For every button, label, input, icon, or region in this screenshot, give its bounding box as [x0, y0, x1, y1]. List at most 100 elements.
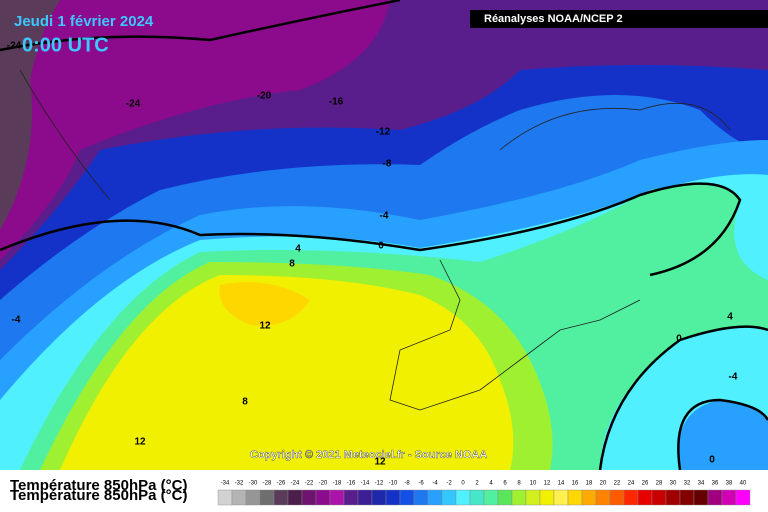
legend-swatch [553, 489, 569, 506]
legend-label: 12 [544, 481, 551, 487]
legend-swatch [651, 489, 667, 506]
source-box [470, 10, 768, 28]
legend-swatch [567, 489, 583, 506]
legend-swatch [441, 489, 457, 506]
field-blue-east [678, 400, 768, 470]
contour-label: -24 [126, 99, 141, 110]
legend-swatch [315, 489, 331, 506]
legend-label: 20 [600, 481, 607, 487]
legend-label: -28 [263, 481, 272, 487]
isotherms [0, 0, 768, 471]
legend-swatch [385, 489, 401, 506]
legend-swatch [329, 489, 345, 506]
legend-swatch [581, 489, 597, 506]
legend-label: 38 [726, 481, 733, 487]
contour-label: 12 [134, 437, 146, 448]
legend-label: -20 [319, 481, 328, 487]
source: Réanalyses NOAA/NCEP 2 [484, 13, 623, 25]
contour-label: 8 [242, 397, 248, 408]
contour-label: 12 [259, 321, 271, 332]
coastline [19, 69, 111, 201]
legend-label: -8 [404, 481, 410, 487]
contour-label: 4 [727, 312, 733, 323]
legend-label: -24 [291, 481, 300, 487]
legend-label: 36 [712, 481, 719, 487]
legend-swatch [483, 489, 499, 506]
legend-label: -26 [277, 481, 286, 487]
contour-label: -12 [376, 127, 391, 138]
legend-swatch [525, 489, 541, 506]
legend-label: -4 [432, 481, 438, 487]
legend-swatch [231, 489, 247, 506]
field-warm [219, 282, 310, 326]
legend-swatch [455, 489, 471, 506]
contour-label: 0 [378, 241, 384, 252]
legend-swatch [427, 489, 443, 506]
legend-label: 0 [461, 481, 465, 487]
legend-swatch [343, 489, 359, 506]
legend-label: 24 [628, 481, 635, 487]
legend-label: 30 [670, 481, 677, 487]
isotherm [598, 325, 768, 471]
legend-label: 18 [586, 481, 593, 487]
isotherm [0, 0, 401, 52]
legend-label: -12 [375, 481, 384, 487]
legend-swatch [679, 489, 695, 506]
time: 0:00 UTC [22, 34, 109, 56]
legend-swatch [539, 489, 555, 506]
legend-label: -34 [221, 481, 230, 487]
legend-label: -10 [389, 481, 398, 487]
legend-label: -30 [249, 481, 258, 487]
legend-label: 6 [503, 481, 507, 487]
isotherm [677, 398, 768, 471]
isotherm [0, 182, 742, 277]
legend-swatch [413, 489, 429, 506]
legend-swatch [623, 489, 639, 506]
copyright: Copyright © 2021 Meteociel.fr - Source N… [250, 449, 487, 461]
legend-label: 34 [698, 481, 705, 487]
legend-title-shadow: Température 850hPa (°C) [10, 487, 187, 504]
legend-swatch [259, 489, 275, 506]
legend-swatch [497, 489, 513, 506]
legend-swatch [735, 489, 751, 506]
contour-label: 0 [676, 334, 682, 345]
contour-label: -16 [329, 97, 344, 108]
legend-swatch [707, 489, 723, 506]
contour-label: 12 [374, 457, 386, 468]
legend-label: 14 [558, 481, 565, 487]
legend-label: 16 [572, 481, 579, 487]
date: Jeudi 1 février 2024 [14, 13, 154, 30]
temperature-field [0, 0, 768, 470]
legend-swatch [301, 489, 317, 506]
legend-label: -32 [235, 481, 244, 487]
legend-swatch [245, 489, 261, 506]
legend-label: -6 [418, 481, 424, 487]
legend-label: 22 [614, 481, 621, 487]
coastline [389, 259, 641, 411]
legend-swatch [287, 489, 303, 506]
contour-label: -4 [729, 372, 738, 383]
contour-label: -4 [380, 211, 389, 222]
legend-label: 32 [684, 481, 691, 487]
legend-swatch [357, 489, 373, 506]
coastlines [19, 69, 731, 411]
legend-swatch [371, 489, 387, 506]
contour-label: -8 [383, 159, 392, 170]
legend-label: -18 [333, 481, 342, 487]
legend-swatch [399, 489, 415, 506]
legend-swatch [721, 489, 737, 506]
contour-label: 8 [289, 259, 295, 270]
contour-label: 4 [295, 244, 301, 255]
legend-title: Température 850hPa (°C) [10, 477, 187, 494]
legend-swatch [217, 489, 233, 506]
legend-label: 8 [517, 481, 521, 487]
legend-swatch [511, 489, 527, 506]
legend-label: 4 [489, 481, 493, 487]
legend-label: -2 [446, 481, 452, 487]
legend-label: 2 [475, 481, 479, 487]
legend-label: 26 [642, 481, 649, 487]
legend-swatch [273, 489, 289, 506]
field-yellow [60, 275, 514, 470]
legend-swatch [595, 489, 611, 506]
legend-label: 28 [656, 481, 663, 487]
